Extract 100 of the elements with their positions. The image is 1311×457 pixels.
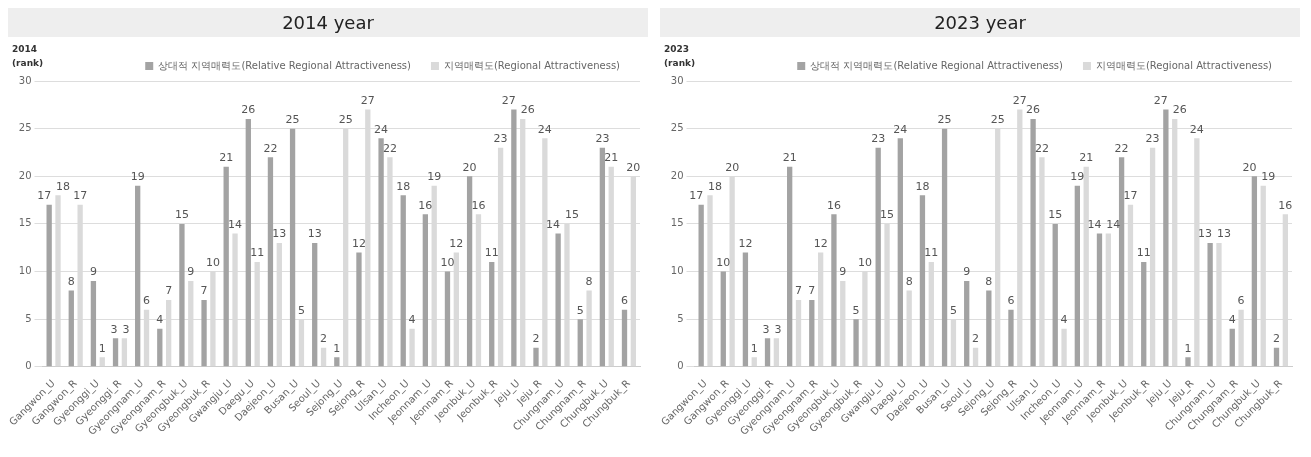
bar [320,347,327,367]
data-label: 5 [949,303,957,317]
bar [289,128,296,367]
bar [422,214,428,367]
data-label: 24 [1189,122,1204,136]
bar [831,214,837,367]
data-label: 21 [604,151,619,165]
data-label: 16 [471,198,486,212]
bar [698,204,704,367]
data-label: 17 [73,189,88,203]
data-label: 12 [813,236,828,250]
bar [972,347,979,367]
bar [964,281,970,367]
data-label: 1 [1184,341,1192,355]
bar [157,328,163,367]
bar [334,357,340,367]
data-label: 22 [382,141,397,155]
data-label: 9 [187,265,195,279]
data-label: 1 [98,341,106,355]
data-label: 7 [808,284,816,298]
y-tick-label: 30 [18,74,32,86]
bar [1074,185,1080,367]
data-label: 27 [1153,93,1168,107]
data-label: 14 [546,217,561,231]
bar [112,338,119,367]
data-label: 1 [750,341,758,355]
data-label: 24 [374,122,389,136]
y-tick-label: 10 [18,265,32,277]
data-label: 9 [89,265,97,279]
data-label: 13 [1216,227,1231,241]
bar [941,128,948,367]
bar [1141,262,1147,367]
data-label: 27 [501,93,516,107]
data-label: 6 [1237,293,1245,307]
data-label: 2 [320,332,328,346]
data-label: 16 [418,198,433,212]
bar [121,338,128,367]
data-label: 17 [1123,189,1138,203]
data-label: 18 [56,179,71,193]
bar [46,204,52,367]
bar [201,300,207,367]
data-label: 19 [1070,170,1085,184]
bar [751,357,757,367]
y-tick-label: 0 [25,360,32,372]
y-tick-label: 20 [18,169,32,181]
bar [135,185,141,367]
data-label: 3 [122,322,130,336]
data-label: 4 [1228,313,1236,327]
data-label: 20 [626,160,641,174]
bar [577,319,583,367]
bar [489,262,495,367]
data-label: 11 [924,246,939,260]
data-label: 3 [110,322,118,336]
data-label: 19 [1261,170,1276,184]
y-tick-label: 5 [25,312,32,324]
data-label: 25 [990,112,1005,126]
bar [1052,223,1058,367]
bar [533,347,539,367]
data-label: 25 [338,112,353,126]
chart-title: 2014 year [8,8,648,37]
data-label: 16 [826,198,841,212]
bar [1096,233,1103,367]
data-label: 23 [1145,132,1160,146]
bar [409,328,415,367]
data-label: 11 [484,246,499,260]
data-label: 24 [893,122,908,136]
bar [1207,242,1213,367]
y-tick-label: 15 [18,217,32,229]
data-label: 19 [130,170,145,184]
y-tick-label: 25 [670,122,684,134]
data-label: 20 [1242,160,1257,174]
y-tick-label: 5 [677,312,684,324]
data-label: 2 [532,332,540,346]
bar [764,338,771,367]
data-label: 23 [871,132,886,146]
data-label: 26 [241,103,256,117]
data-label: 8 [985,274,993,288]
y-tick-label: 0 [677,360,684,372]
data-label: 11 [250,246,265,260]
data-label: 15 [564,208,579,222]
bar [179,223,185,367]
bar [720,271,726,367]
legend-label: 지역매력도(Regional Attractiveness) [1095,59,1273,71]
bar [875,147,881,367]
data-label: 9 [839,265,847,279]
data-label: 25 [285,112,300,126]
data-label: 23 [493,132,508,146]
data-label: 15 [880,208,895,222]
data-label: 13 [272,227,287,241]
data-label: 20 [462,160,477,174]
data-label: 14 [228,217,243,231]
bar [599,147,606,367]
bar [99,357,105,367]
data-label: 10 [716,255,731,269]
data-label: 19 [427,170,442,184]
legend-label: 상대적 지역매력도(Relative Regional Attractiveness) [158,59,412,71]
data-label: 13 [307,227,322,241]
data-label: 22 [1034,141,1049,155]
bar [1229,328,1235,367]
bar [511,109,517,367]
